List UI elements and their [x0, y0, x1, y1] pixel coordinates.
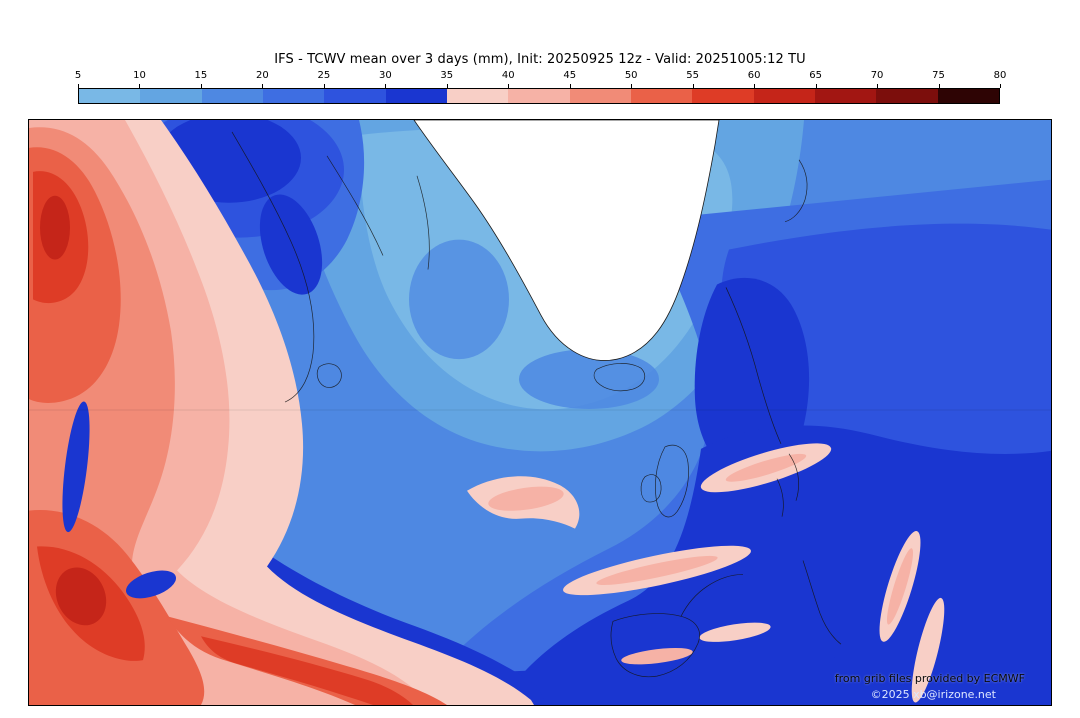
colorbar-tick-label: 25: [317, 70, 331, 81]
colorbar-tick: [385, 84, 387, 88]
red-moist-plume: [29, 120, 534, 705]
tcwv-map: [29, 120, 1051, 705]
colorbar-tick: [1000, 84, 1001, 88]
colorbar-tick: [323, 84, 325, 88]
colorbar-tick: [692, 84, 694, 88]
colorbar-segment: [876, 89, 938, 103]
colorbar-segment: [508, 89, 570, 103]
colorbar-tick: [508, 84, 510, 88]
colorbar-segment: [262, 89, 325, 103]
colorbar-segment: [446, 89, 509, 103]
greenland-region: [413, 120, 720, 361]
colorbar-segment: [201, 89, 263, 103]
colorbar-segment: [569, 89, 631, 103]
colorbar-tick: [877, 84, 879, 88]
pink-moist-streaks: [467, 443, 945, 703]
colorbar-tick-label: 40: [501, 70, 515, 81]
colorbar-tick-label: 55: [686, 70, 700, 81]
colorbar-tick: [139, 84, 141, 88]
colorbar-tick: [446, 84, 448, 88]
colorbar-tick: [569, 84, 571, 88]
colorbar-segment: [814, 89, 877, 103]
colorbar-tick-label: 20: [256, 70, 269, 81]
colorbar-tick-label: 35: [440, 70, 454, 81]
colorbar-tick: [78, 84, 79, 88]
colorbar-segment: [630, 89, 693, 103]
colorbar-tick: [754, 84, 756, 88]
colorbar-segment: [140, 89, 202, 103]
colorbar-tick: [200, 84, 202, 88]
copyright-credit: ©2025 xb@irizone.net: [870, 688, 996, 701]
colorbar-segment: [753, 89, 815, 103]
chart-title: IFS - TCWV mean over 3 days (mm), Init: …: [274, 52, 806, 67]
colorbar: 5 10 15 20 25 30 35 40 45 50 55 60 65 70 75 80: [74, 70, 1007, 106]
colorbar-tick-label: 10: [133, 70, 146, 81]
colorbar-tick-label: 60: [747, 70, 761, 81]
colorbar-labels: 5 10 15 20 25 30 35 40 45 50 55 60 65 70 75 80: [74, 70, 1007, 83]
colorbar-tick: [815, 84, 817, 88]
colorbar-tick-label: 70: [870, 70, 884, 81]
colorbar-segment: [937, 89, 999, 103]
colorbar-tick-label: 30: [378, 70, 392, 81]
map-panel: from grib files provided by ECMWF ©2025 …: [28, 119, 1052, 706]
colorbar-segment: [692, 89, 754, 103]
colorbar-tick-label: 65: [809, 70, 822, 81]
colorbar-tick: [262, 84, 264, 88]
colorbar-segment: [324, 89, 386, 103]
colorbar-segment: [385, 89, 447, 103]
colorbar-tick-label: 45: [563, 70, 577, 81]
coastlines: [231, 131, 842, 678]
ecmwf-credit: from grib files provided by ECMWF: [834, 672, 1025, 685]
colorbar-segment: [79, 89, 141, 103]
colorbar-tick-label: 50: [624, 70, 638, 81]
colorbar-tick-label: 80: [993, 70, 1007, 81]
colorbar-tick-label: 75: [932, 70, 945, 81]
colorbar-tick: [631, 84, 633, 88]
colorbar-bar: [78, 88, 1000, 104]
colorbar-tick: [938, 84, 940, 88]
colorbar-tick-label: 15: [194, 70, 208, 81]
colorbar-tick-label: 5: [74, 70, 82, 81]
